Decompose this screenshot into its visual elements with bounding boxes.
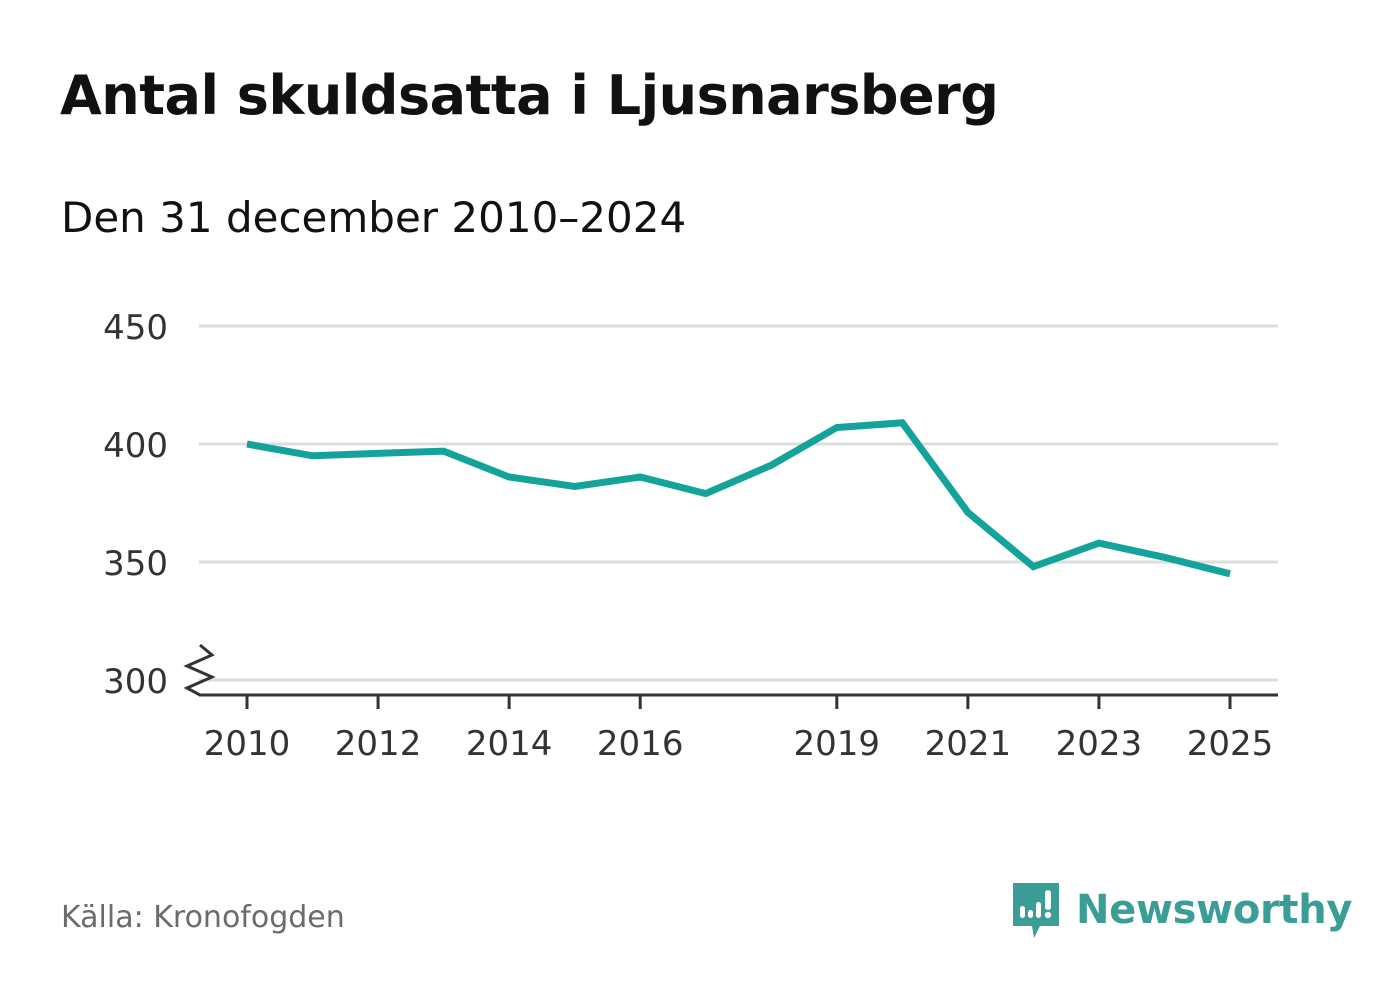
axis-break-icon [183, 643, 216, 697]
data-point[interactable] [370, 445, 386, 461]
y-tick-label: 300 [103, 662, 168, 702]
source-note: Källa: Kronofogden [61, 900, 345, 935]
x-tick-label: 2021 [925, 724, 1012, 764]
brand-logo[interactable]: Newsworthy [1010, 878, 1353, 942]
y-tick-labels: 450 400 350 300 [103, 308, 168, 702]
newsworthy-logo-icon [1013, 883, 1059, 938]
data-point[interactable] [829, 419, 845, 435]
x-tick-labels: 2010 2012 2014 2016 2019 2021 2023 2025 [204, 724, 1274, 764]
x-tick-label: 2023 [1056, 724, 1143, 764]
data-point[interactable] [1025, 559, 1041, 575]
data-point[interactable] [632, 469, 648, 485]
y-tick-label: 450 [103, 308, 168, 348]
series-layer [239, 415, 1238, 582]
data-point[interactable] [960, 504, 976, 520]
x-tick-label: 2019 [794, 724, 881, 764]
data-point[interactable] [1156, 549, 1172, 565]
data-point[interactable] [436, 443, 452, 459]
chart-title: Antal skuldsatta i Ljusnarsberg [60, 64, 999, 127]
data-point[interactable] [567, 478, 583, 494]
x-axis [183, 643, 1278, 709]
data-point[interactable] [894, 415, 910, 431]
data-point[interactable] [305, 448, 321, 464]
x-tick-label: 2014 [466, 724, 553, 764]
data-point[interactable] [239, 436, 255, 452]
brand-name: Newsworthy [1076, 887, 1353, 933]
x-tick-label: 2012 [335, 724, 422, 764]
data-point[interactable] [763, 457, 779, 473]
grid-lines [199, 324, 1278, 682]
y-tick-label: 400 [103, 426, 168, 466]
data-point[interactable] [501, 469, 517, 485]
y-tick-label: 350 [103, 544, 168, 584]
series-line-0 [246, 419, 1231, 578]
data-point[interactable] [1222, 566, 1238, 582]
x-tick-label: 2016 [597, 724, 684, 764]
data-point[interactable] [1091, 535, 1107, 551]
data-point[interactable] [698, 486, 714, 502]
chart-subtitle: Den 31 december 2010–2024 [61, 193, 687, 242]
x-tick-label: 2025 [1187, 724, 1274, 764]
x-tick-label: 2010 [204, 724, 291, 764]
